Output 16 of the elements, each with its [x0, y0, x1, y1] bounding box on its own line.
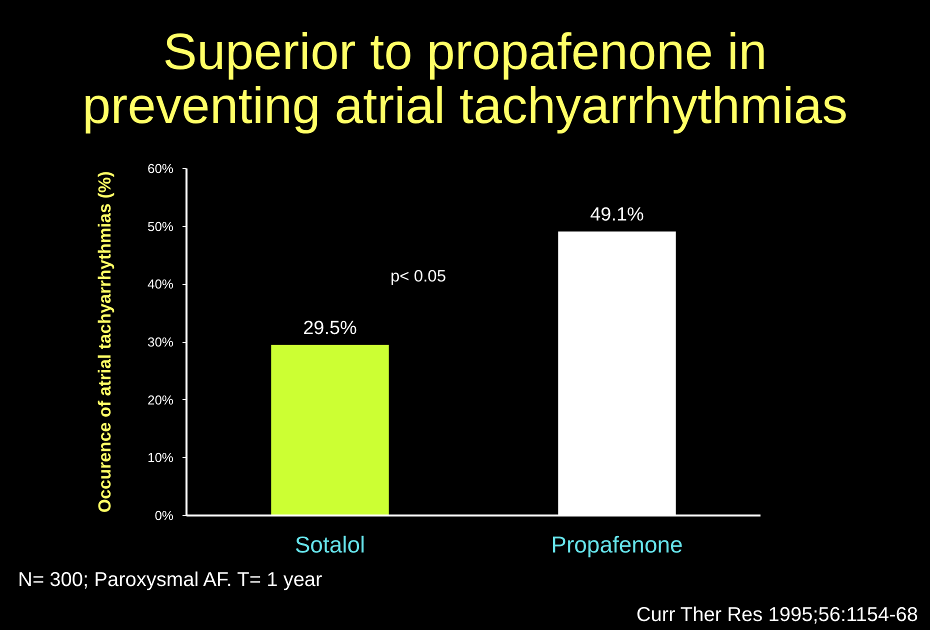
y-tick-label: 0% — [154, 508, 174, 523]
text: Curr Ther Res 1995;56:1154-68 — [0, 592, 930, 627]
text: N= 300; Paroxysmal AF. T= 1 year — [0, 560, 930, 592]
annotation: p< 0.05 — [390, 268, 446, 286]
x-tick-label: Sotalol — [294, 532, 366, 558]
x-tick-label: Propafenone — [551, 532, 683, 558]
y-tick-label: 20% — [147, 392, 174, 408]
chart-title: Superior to propafenone in preventing atrial tachyarrhythmias — [0, 0, 930, 134]
y-tick-label: 40% — [147, 276, 174, 292]
y-tick-label: 30% — [147, 334, 174, 350]
y-axis-title: Occurence of atrial tachyarrhythmias (%) — [94, 171, 114, 513]
data-label: 29.5% — [303, 318, 358, 339]
y-tick-label: 60% — [147, 161, 174, 176]
y-tick-label: 10% — [147, 450, 174, 466]
y-tick-label: 50% — [147, 218, 174, 234]
data-label: 49.1% — [590, 204, 644, 226]
